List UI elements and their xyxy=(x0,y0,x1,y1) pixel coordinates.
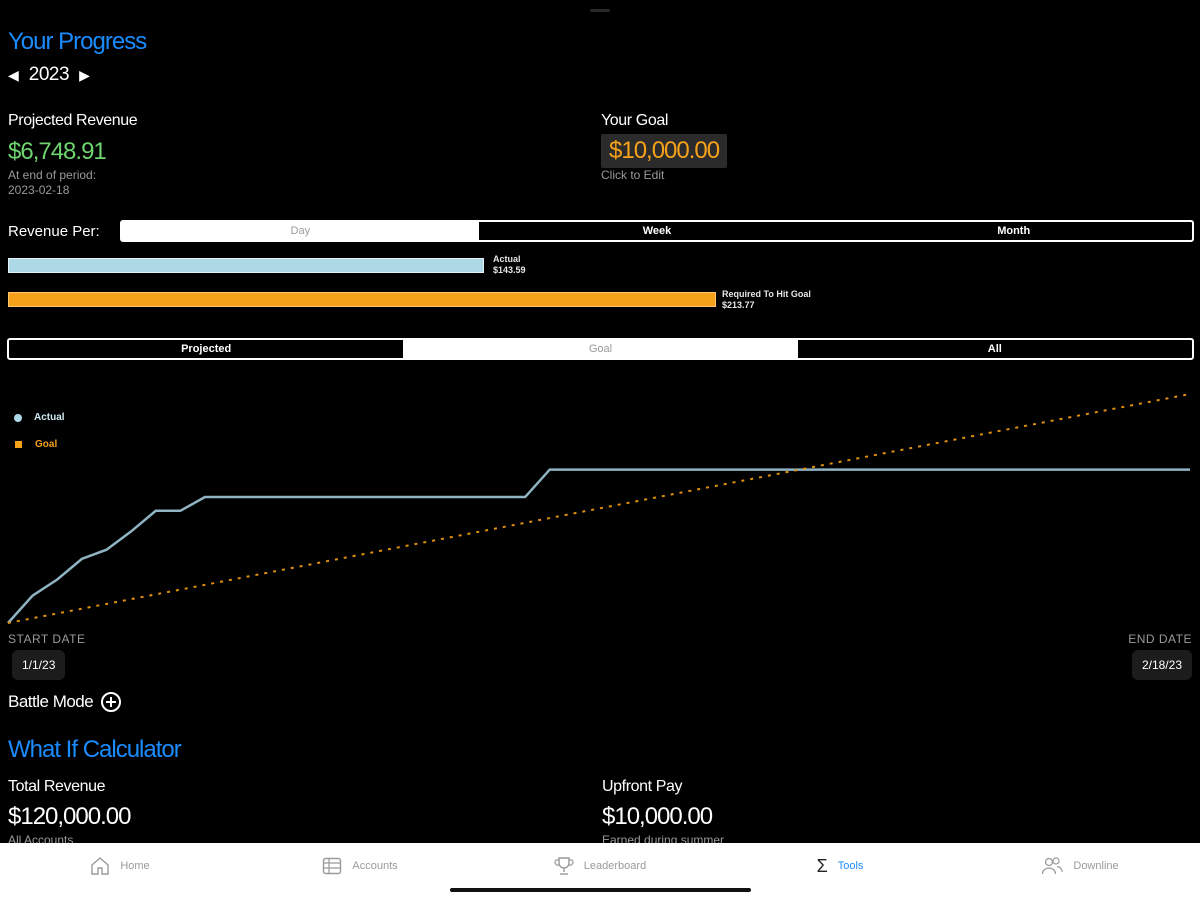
circle-legend-icon xyxy=(14,413,22,422)
triangle-right-icon[interactable]: ▶ xyxy=(79,66,90,83)
plus-circle-icon[interactable] xyxy=(101,692,122,712)
total-revenue-value[interactable]: $120,000.00 xyxy=(8,803,131,830)
sigma-icon: Σ xyxy=(816,855,828,876)
tab-leaderboard[interactable]: Leaderboard xyxy=(480,843,720,889)
people-icon xyxy=(1041,857,1063,875)
square-legend-icon xyxy=(15,441,22,448)
progress-chart xyxy=(7,393,1191,624)
tab-tools[interactable]: Σ Tools xyxy=(720,843,960,889)
upfront-pay-value[interactable]: $10,000.00 xyxy=(602,803,713,830)
projected-period-label: At end of period: xyxy=(8,168,97,182)
actual-bar-value: $143.59 xyxy=(493,265,526,275)
view-option-projected[interactable]: Projected xyxy=(181,343,232,355)
chart-view-toggle: Projected Goal All xyxy=(7,338,1194,360)
battle-mode-row[interactable]: Battle Mode xyxy=(8,692,122,712)
projected-revenue-subtext: At end of period: 2023-02-18 xyxy=(8,168,96,198)
view-option-goal[interactable]: Goal xyxy=(403,340,798,358)
tab-home-label: Home xyxy=(120,860,150,872)
required-revenue-bar-label: Required To Hit Goal $213.77 xyxy=(722,289,811,311)
end-date-label: END DATE xyxy=(1128,632,1192,646)
revenue-period-toggle: Day Week Month xyxy=(120,220,1194,242)
actual-revenue-bar xyxy=(8,258,484,273)
goal-value: $10,000.00 xyxy=(609,137,720,164)
house-icon xyxy=(90,857,110,875)
tab-downline-label: Downline xyxy=(1073,860,1119,872)
legend-actual-label: Actual xyxy=(34,412,65,423)
required-revenue-bar xyxy=(8,292,716,307)
top-grabber xyxy=(590,9,610,12)
home-indicator xyxy=(450,888,751,892)
projected-revenue-value: $6,748.91 xyxy=(8,138,107,165)
your-goal-label: Your Goal xyxy=(601,112,668,129)
upfront-pay-label: Upfront Pay xyxy=(602,778,683,795)
total-revenue-label: Total Revenue xyxy=(8,778,106,795)
battle-mode-label: Battle Mode xyxy=(8,692,94,711)
triangle-left-icon[interactable]: ◀ xyxy=(8,66,19,83)
view-option-all[interactable]: All xyxy=(987,343,1002,355)
actual-bar-title: Actual xyxy=(493,254,521,264)
year-selector: ◀ 2023 ▶ xyxy=(8,64,90,86)
projected-revenue-label: Projected Revenue xyxy=(8,112,138,129)
period-option-week[interactable]: Week xyxy=(642,225,672,237)
end-date-picker[interactable]: 2/18/23 xyxy=(1131,650,1192,680)
revenue-per-label: Revenue Per: xyxy=(8,223,100,240)
projected-period-date: 2023-02-18 xyxy=(8,183,70,197)
period-option-month[interactable]: Month xyxy=(997,225,1031,237)
tab-accounts-label: Accounts xyxy=(352,860,398,872)
legend-goal: Goal xyxy=(14,439,57,450)
what-if-title: What If Calculator xyxy=(8,736,182,763)
period-option-day[interactable]: Day xyxy=(122,222,479,240)
your-progress-title: Your Progress xyxy=(8,28,147,55)
legend-goal-label: Goal xyxy=(35,439,58,450)
tab-downline[interactable]: Downline xyxy=(960,843,1200,889)
actual-revenue-bar-label: Actual $143.59 xyxy=(493,254,526,276)
chart-series-actual xyxy=(7,468,1190,624)
tab-tools-label: Tools xyxy=(837,860,864,872)
goal-edit-button[interactable]: $10,000.00 xyxy=(601,134,728,168)
table-icon xyxy=(322,857,342,875)
tab-leaderboard-label: Leaderboard xyxy=(583,860,647,872)
trophy-icon xyxy=(554,856,574,876)
year-label: 2023 xyxy=(28,64,70,85)
required-bar-title: Required To Hit Goal xyxy=(722,289,811,299)
start-date-label: START DATE xyxy=(8,632,86,646)
start-date-picker[interactable]: 1/1/23 xyxy=(12,650,66,680)
chart-series-goal xyxy=(7,393,1191,624)
tab-accounts[interactable]: Accounts xyxy=(240,843,480,889)
tab-home[interactable]: Home xyxy=(0,843,240,889)
legend-actual: Actual xyxy=(14,412,65,423)
required-bar-value: $213.77 xyxy=(722,300,755,310)
goal-edit-hint: Click to Edit xyxy=(601,168,665,182)
